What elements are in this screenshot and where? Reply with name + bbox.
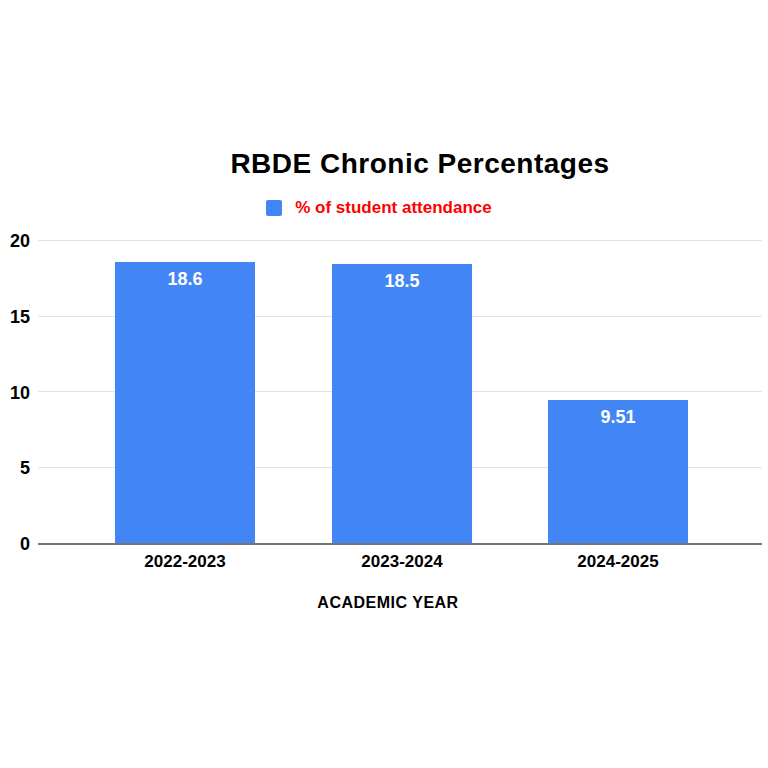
bar-2023-2024: 18.5 xyxy=(332,264,472,544)
x-tick-label: 2023-2024 xyxy=(317,552,487,572)
bar-value-label: 9.51 xyxy=(548,400,688,428)
y-tick-label: 5 xyxy=(0,457,30,479)
bar-2022-2023: 18.6 xyxy=(115,262,255,544)
plot-area: 18.6 18.5 9.51 xyxy=(38,241,762,544)
x-axis-line xyxy=(38,543,762,545)
gridline xyxy=(38,240,762,241)
x-axis-title: ACADEMIC YEAR xyxy=(38,594,738,612)
bar-value-label: 18.6 xyxy=(115,262,255,290)
x-tick-label: 2024-2025 xyxy=(533,552,703,572)
y-tick-label: 15 xyxy=(0,306,30,328)
y-tick-label: 20 xyxy=(0,230,30,252)
y-tick-label: 10 xyxy=(0,382,30,404)
y-tick-label: 0 xyxy=(0,533,30,555)
legend-swatch-icon xyxy=(266,200,282,216)
x-tick-label: 2022-2023 xyxy=(100,552,270,572)
chart-legend: % of student attendance xyxy=(0,198,758,218)
chart-title: RBDE Chronic Percentages xyxy=(52,148,768,180)
bar-chart: RBDE Chronic Percentages % of student at… xyxy=(0,0,768,768)
bar-2024-2025: 9.51 xyxy=(548,400,688,544)
bar-value-label: 18.5 xyxy=(332,264,472,292)
legend-label: % of student attendance xyxy=(295,198,491,218)
